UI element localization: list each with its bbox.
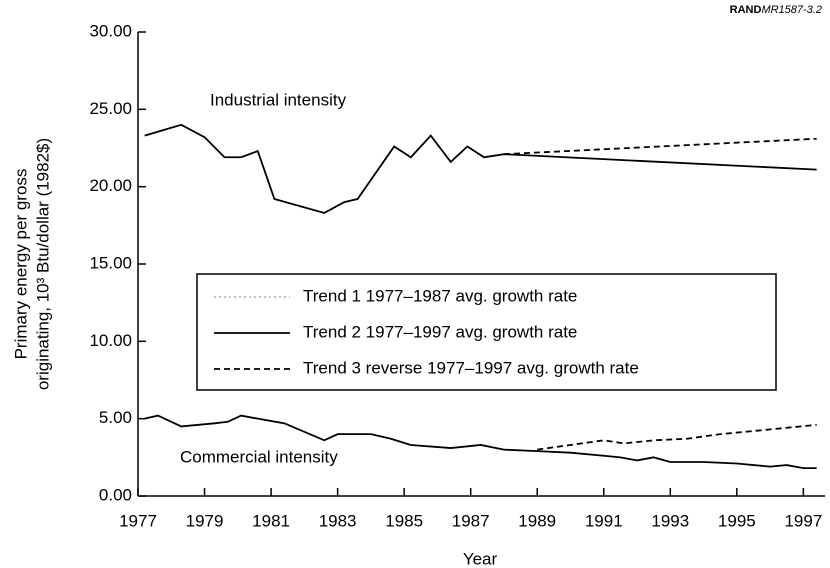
y-tick-label: 15.00 — [89, 253, 132, 272]
x-tick-label: 1983 — [319, 511, 357, 530]
annotation: Commercial intensity — [180, 447, 338, 466]
data-line — [503, 153, 817, 171]
x-tick-label: 1993 — [651, 511, 689, 530]
data-line — [503, 137, 817, 156]
source-org: RAND — [730, 4, 762, 16]
data-line — [144, 414, 817, 470]
y-tick-label: 25.00 — [89, 99, 132, 118]
y-tick-label: 20.00 — [89, 176, 132, 195]
y-tick-label: 5.00 — [99, 408, 132, 427]
y-tick-label: 10.00 — [89, 331, 132, 350]
x-axis-title: Year — [463, 549, 498, 568]
legend-label: Trend 1 1977–1987 avg. growth rate — [303, 286, 577, 305]
x-tick-label: 1997 — [784, 511, 822, 530]
y-axis-title: Primary energy per gross — [11, 169, 30, 360]
x-tick-label: 1981 — [252, 511, 290, 530]
data-line — [144, 123, 505, 214]
source-id: MR1587-3.2 — [761, 4, 822, 16]
legend-box — [196, 273, 777, 391]
x-tick-label: 1991 — [585, 511, 623, 530]
y-tick-label: 0.00 — [99, 485, 132, 504]
y-axis-title: originating, 10³ Btu/dollar (1982$) — [33, 138, 52, 390]
data-line — [537, 423, 817, 451]
y-tick-label: 30.00 — [89, 21, 132, 40]
legend-label: Trend 2 1977–1997 avg. growth rate — [303, 322, 577, 341]
x-tick-label: 1977 — [119, 511, 157, 530]
annotation: Industrial intensity — [210, 90, 347, 109]
source-note: RANDMR1587-3.2 — [730, 4, 822, 16]
x-tick-label: 1989 — [518, 511, 556, 530]
x-tick-label: 1985 — [385, 511, 423, 530]
legend-label: Trend 3 reverse 1977–1997 avg. growth ra… — [303, 358, 639, 377]
x-tick-label: 1987 — [452, 511, 490, 530]
x-tick-label: 1979 — [186, 511, 224, 530]
x-tick-label: 1995 — [718, 511, 756, 530]
